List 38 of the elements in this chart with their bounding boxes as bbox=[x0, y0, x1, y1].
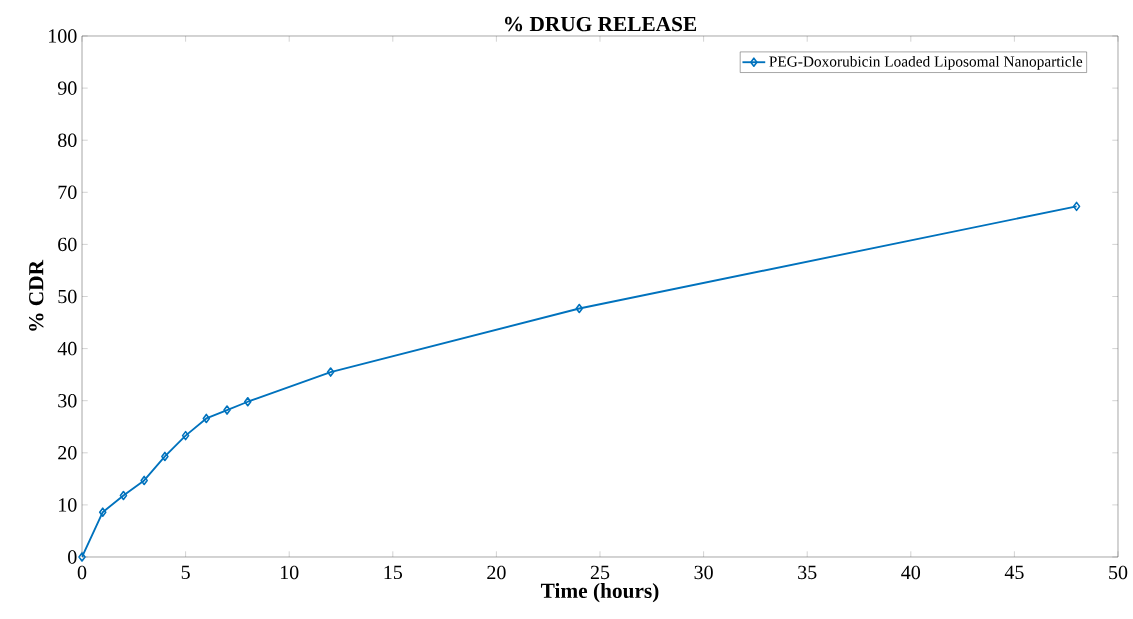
legend-label: PEG-Doxorubicin Loaded Liposomal Nanoparticle bbox=[769, 55, 1083, 70]
point bbox=[223, 405, 231, 415]
point bbox=[78, 552, 86, 562]
y-tick-label: 100 bbox=[49, 29, 77, 43]
y-tick-label: 30 bbox=[58, 393, 77, 408]
point bbox=[575, 303, 584, 314]
y-tick-label: 80 bbox=[58, 133, 77, 147]
y-tick-label: 90 bbox=[57, 81, 77, 95]
x-tick-label: 45 bbox=[1004, 565, 1024, 580]
point bbox=[161, 451, 169, 462]
y-axis-title: % CDR bbox=[29, 259, 44, 331]
x-tick-label: 50 bbox=[1109, 565, 1128, 580]
x-axis-title: Time (hours) bbox=[540, 583, 659, 603]
point bbox=[181, 430, 190, 441]
chart-title: % DRUG RELEASE bbox=[504, 16, 697, 32]
x-tick-label: 0 bbox=[77, 565, 87, 580]
x-tick-label: 15 bbox=[384, 565, 403, 580]
y-tick-label: 20 bbox=[58, 446, 77, 460]
y-tick-label: 70 bbox=[58, 185, 77, 200]
x-tick-label: 5 bbox=[181, 565, 190, 579]
y-tick-label: 0 bbox=[68, 550, 77, 564]
point bbox=[119, 490, 128, 501]
x-tick-label: 10 bbox=[280, 565, 299, 580]
y-tick-label: 10 bbox=[59, 498, 77, 512]
x-tick-label: 25 bbox=[590, 565, 610, 580]
point bbox=[243, 396, 252, 407]
y-tick-label: 60 bbox=[58, 237, 77, 252]
x-tick-label: 30 bbox=[694, 565, 713, 580]
point bbox=[1072, 201, 1081, 212]
point bbox=[202, 413, 211, 424]
y-tick-label: 40 bbox=[57, 341, 77, 356]
x-tick-label: 40 bbox=[901, 565, 921, 580]
point bbox=[98, 507, 107, 517]
x-tick-label: 20 bbox=[487, 565, 506, 580]
point bbox=[140, 475, 148, 486]
x-tick-label: 35 bbox=[798, 565, 817, 580]
point bbox=[326, 367, 335, 377]
y-tick-label: 50 bbox=[58, 289, 77, 304]
